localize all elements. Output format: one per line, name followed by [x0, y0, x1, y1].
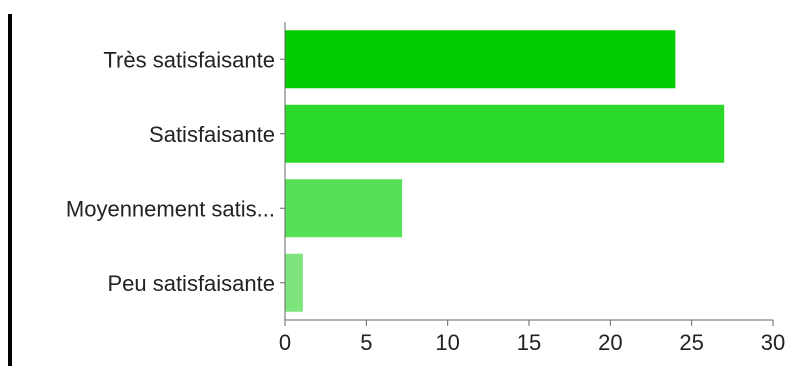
x-tick-label: 20 — [598, 330, 622, 355]
x-tick-label: 0 — [279, 330, 291, 355]
x-tick-label: 25 — [679, 330, 703, 355]
x-tick-label: 10 — [435, 330, 459, 355]
bar — [285, 30, 676, 89]
category-label: Moyennement satis... — [66, 196, 275, 221]
category-label: Très satisfaisante — [103, 47, 275, 72]
category-label: Satisfaisante — [149, 122, 275, 147]
x-ticks: 0 5 10 15 20 25 30 — [279, 320, 785, 355]
category-label: Peu satisfaisante — [107, 271, 275, 296]
category-labels: Très satisfaisante Satisfaisante Moyenneme… — [66, 47, 275, 296]
x-tick-label: 15 — [517, 330, 541, 355]
bar — [285, 253, 303, 312]
bar — [285, 104, 725, 163]
x-tick-label: 5 — [360, 330, 372, 355]
bar — [285, 179, 403, 238]
left-border-bar — [8, 14, 12, 366]
x-tick-label: 30 — [761, 330, 785, 355]
bars-group — [285, 30, 725, 312]
